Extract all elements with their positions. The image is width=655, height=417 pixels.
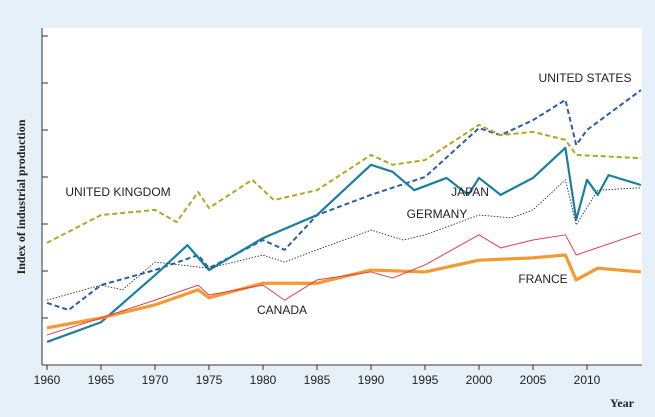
x-tick-label: 1975	[196, 373, 223, 387]
series-label: CANADA	[257, 303, 307, 317]
x-axis-label: Year	[610, 396, 635, 410]
x-tick-label: 1970	[142, 373, 169, 387]
series-label: FRANCE	[518, 272, 567, 286]
series-line	[46, 253, 642, 330]
series-label: GERMANY	[407, 207, 468, 221]
x-tick-label: 2000	[466, 373, 493, 387]
series-line	[46, 123, 642, 244]
x-tick-label: 1980	[250, 373, 277, 387]
x-tick-label: 1960	[34, 373, 61, 387]
series-line	[46, 146, 642, 344]
series-label: UNITED KINGDOM	[65, 185, 170, 199]
x-tick-label: 1995	[412, 373, 439, 387]
x-tick-label: 1990	[358, 373, 385, 387]
x-tick-label: 2010	[574, 373, 601, 387]
y-axis-label: Index of industrial production	[14, 119, 28, 274]
series-label: JAPAN	[451, 185, 489, 199]
series-line	[46, 232, 642, 336]
x-tick-label: 1985	[304, 373, 331, 387]
series-label: UNITED STATES	[539, 71, 632, 85]
plot-area	[42, 28, 642, 366]
x-tick-label: 1965	[88, 373, 115, 387]
x-tick-label: 2005	[520, 373, 547, 387]
